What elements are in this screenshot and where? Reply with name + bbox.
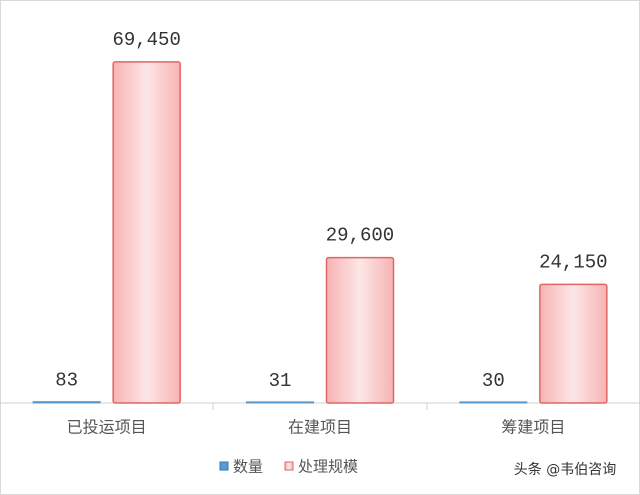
legend-swatch bbox=[219, 461, 229, 471]
x-tick-label: 筹建项目 bbox=[501, 418, 565, 437]
value-label: 24,150 bbox=[539, 251, 607, 273]
value-label: 83 bbox=[55, 370, 78, 392]
value-label: 69,450 bbox=[112, 29, 180, 51]
watermark: 头条 @韦伯咨询 bbox=[514, 461, 616, 478]
legend-label: 处理规模 bbox=[298, 458, 358, 476]
value-label: 30 bbox=[482, 370, 505, 392]
legend-swatch bbox=[284, 461, 294, 471]
value-label: 31 bbox=[269, 370, 292, 392]
bar bbox=[246, 401, 314, 404]
bar bbox=[325, 256, 395, 404]
x-tick-label: 已投运项目 bbox=[67, 418, 147, 437]
bar bbox=[539, 283, 608, 404]
bar bbox=[32, 401, 101, 404]
value-label: 29,600 bbox=[326, 225, 394, 247]
bar bbox=[459, 401, 528, 404]
x-tick-label: 在建项目 bbox=[288, 418, 352, 437]
legend-label: 数量 bbox=[233, 458, 263, 476]
bar bbox=[112, 61, 181, 404]
